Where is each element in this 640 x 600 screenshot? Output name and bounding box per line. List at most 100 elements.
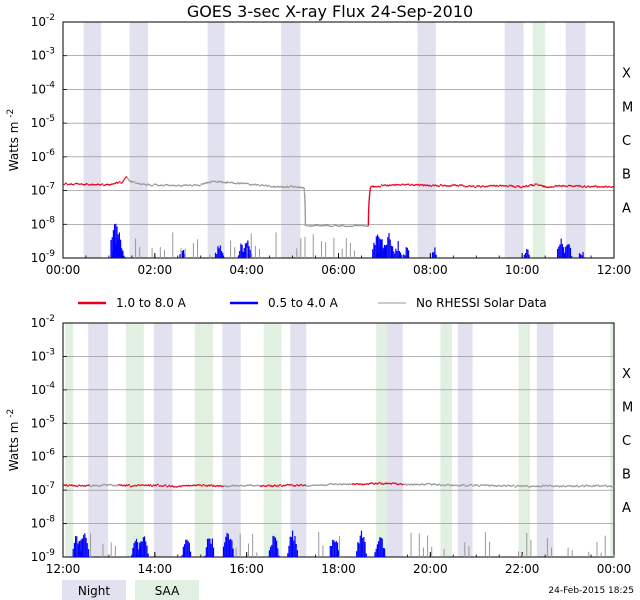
long-channel-segment [569, 184, 573, 187]
long-channel-segment [253, 183, 257, 186]
long-channel-segment [409, 184, 412, 187]
long-channel-segment [238, 484, 242, 487]
long-channel-segment [519, 484, 523, 488]
panel-1: XMCBA10-210-310-410-510-610-710-810-9Wat… [6, 13, 633, 277]
long-channel-segment [282, 484, 286, 487]
long-channel-segment [583, 485, 586, 488]
long-channel-segment [273, 185, 277, 188]
long-channel-segment [575, 484, 579, 487]
long-channel-segment [540, 184, 543, 187]
long-channel-segment [97, 183, 100, 186]
long-channel-segment [573, 185, 576, 188]
night-band [83, 22, 102, 258]
long-channel-segment [152, 484, 156, 487]
long-channel-segment [167, 484, 171, 487]
flare-class-label: M [622, 100, 633, 115]
long-channel-segment [343, 225, 349, 228]
long-channel-segment [264, 184, 267, 187]
long-channel-segment [293, 185, 295, 188]
long-channel-segment [382, 184, 385, 187]
long-channel-segment [87, 484, 91, 487]
night-band [457, 323, 473, 557]
night-band [88, 323, 108, 557]
panel-2: XMCBA10-210-310-410-510-610-710-810-9Wat… [6, 314, 633, 576]
long-channel-segment [211, 484, 215, 488]
saa-band [610, 323, 614, 557]
long-channel-segment [368, 482, 372, 485]
y-tick-label: 10-3 [31, 347, 55, 363]
long-channel-segment [449, 185, 452, 188]
long-channel-segment [213, 485, 217, 488]
long-channel-segment [517, 185, 521, 188]
long-channel-segment [326, 483, 330, 486]
long-channel-segment [449, 484, 452, 487]
long-channel-segment [521, 484, 525, 487]
long-channel-segment [493, 484, 496, 488]
long-channel-segment [215, 484, 219, 488]
saa-band [263, 323, 282, 557]
long-channel-segment [571, 485, 575, 488]
legend-label: 1.0 to 8.0 A [116, 296, 187, 310]
long-channel-segment [497, 185, 500, 188]
long-channel-segment [120, 484, 123, 487]
long-channel-segment [556, 485, 559, 488]
long-channel-segment [428, 184, 431, 187]
long-channel-segment [169, 485, 173, 488]
long-channel-segment [542, 185, 546, 188]
long-channel-segment [104, 183, 108, 186]
legend-label: 0.5 to 4.0 A [268, 296, 339, 310]
long-channel-segment [196, 483, 200, 486]
long-channel-segment [583, 184, 586, 188]
long-channel-segment [248, 483, 251, 487]
long-channel-segment [221, 485, 224, 488]
long-channel-segment [315, 484, 318, 487]
long-channel-segment [101, 183, 104, 186]
long-channel-segment [292, 185, 295, 189]
long-channel-segment [248, 183, 252, 186]
long-channel-segment [491, 484, 494, 487]
long-channel-segment [609, 485, 613, 488]
y-tick-label: 10-6 [31, 148, 56, 164]
long-channel-segment [450, 483, 454, 487]
y-tick-label: 10-8 [31, 215, 56, 231]
long-channel-segment [420, 482, 424, 486]
x-tick-label: 16:00 [229, 562, 264, 576]
long-channel-segment [592, 185, 596, 188]
long-channel-segment [562, 184, 565, 187]
long-channel-segment [78, 484, 81, 487]
long-channel-segment [135, 182, 138, 184]
long-channel-segment [592, 484, 596, 488]
long-channel-segment [414, 483, 418, 486]
long-channel-segment [333, 224, 339, 227]
long-channel-segment [234, 484, 238, 487]
x-tick-label: 14:00 [138, 562, 173, 576]
night-band [384, 323, 403, 557]
x-tick-label: 18:00 [321, 562, 356, 576]
long-channel-segment [269, 185, 272, 188]
long-channel-segment [504, 484, 508, 488]
y-tick-label: 10-2 [31, 314, 55, 330]
night-band [153, 323, 173, 557]
long-channel-segment [223, 484, 226, 487]
long-channel-segment [222, 181, 225, 184]
long-channel-segment [115, 181, 118, 184]
long-channel-segment [83, 183, 87, 186]
footer-legend-swatch [62, 580, 126, 600]
long-channel-segment [604, 185, 607, 188]
x-tick-label: 22:00 [505, 562, 540, 576]
long-channel-segment [510, 485, 513, 488]
plot-frame [62, 322, 615, 558]
long-channel-segment [548, 185, 552, 189]
long-channel-segment [443, 184, 446, 187]
long-channel-segment [148, 483, 152, 487]
long-channel-segment [328, 225, 334, 228]
long-channel-segment [273, 484, 276, 487]
long-channel-segment [560, 184, 563, 188]
long-channel-segment [232, 484, 236, 487]
long-channel-segment [251, 183, 254, 186]
long-channel-segment [187, 184, 190, 187]
y-tick-label: 10-3 [31, 47, 55, 63]
long-channel-segment [586, 484, 590, 487]
long-channel-segment [72, 484, 75, 487]
